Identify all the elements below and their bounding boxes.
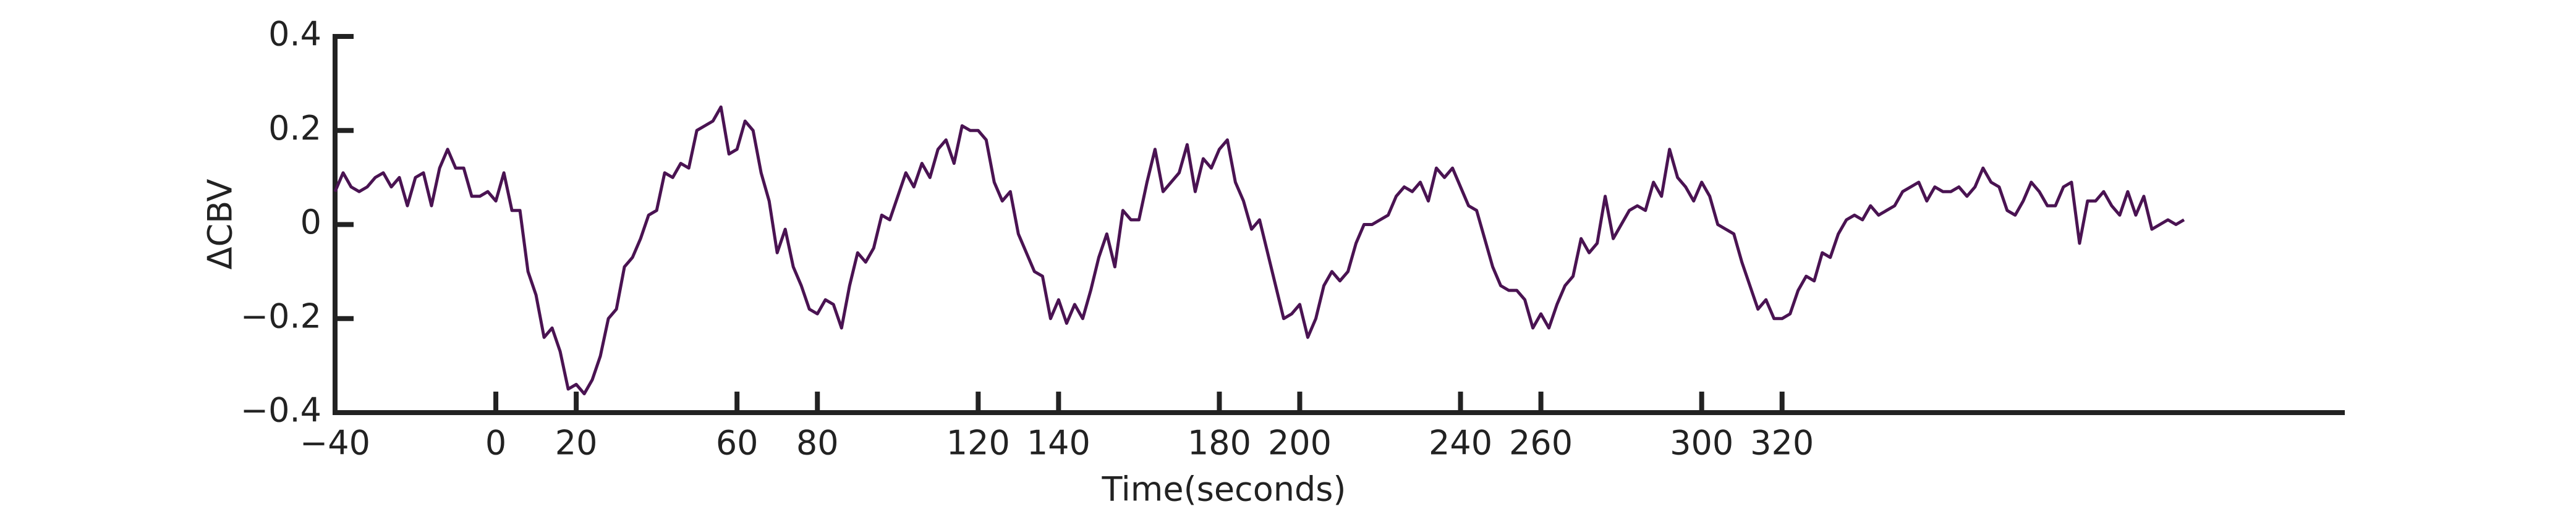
x-tick-label: 180 bbox=[1188, 424, 1251, 463]
x-tick-label: 260 bbox=[1509, 424, 1573, 463]
y-tick-label: 0.2 bbox=[268, 109, 321, 148]
x-tick-label: −40 bbox=[300, 424, 370, 463]
x-tick-label: 140 bbox=[1027, 424, 1090, 463]
y-tick-label: −0.4 bbox=[240, 391, 321, 430]
x-tick-label: 240 bbox=[1429, 424, 1492, 463]
x-tick-label: 120 bbox=[946, 424, 1010, 463]
data-line bbox=[333, 105, 2185, 395]
x-tick-label: 200 bbox=[1268, 424, 1332, 463]
y-axis-label: ΔCBV bbox=[201, 179, 240, 269]
y-tick-label: −0.2 bbox=[240, 296, 321, 335]
y-tick-label: 0.4 bbox=[268, 15, 321, 54]
x-tick-label: 320 bbox=[1750, 424, 1814, 463]
x-tick-label: 300 bbox=[1670, 424, 1733, 463]
x-tick-label: 20 bbox=[555, 424, 598, 463]
x-tick-label: 60 bbox=[716, 424, 759, 463]
x-tick-label: 0 bbox=[485, 424, 506, 463]
y-tick-label: 0 bbox=[300, 203, 321, 242]
x-tick-label: 80 bbox=[796, 424, 839, 463]
x-axis-label: Time(seconds) bbox=[1101, 470, 1346, 509]
